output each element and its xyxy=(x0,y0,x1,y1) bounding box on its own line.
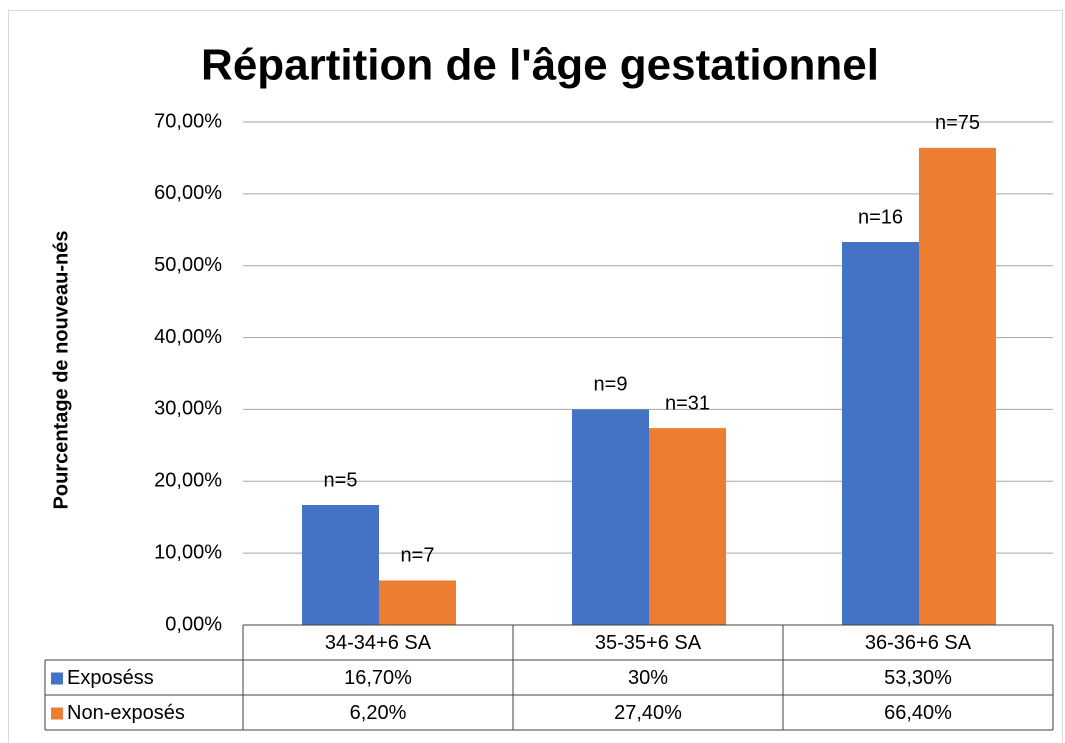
bar-annotation: n=7 xyxy=(401,545,435,567)
chart-title: Répartition de l'âge gestationnel xyxy=(201,41,879,90)
y-axis-label: Pourcentage de nouveau-nés xyxy=(50,231,72,510)
bar-annotation: n=16 xyxy=(858,206,903,228)
y-tick-label: 10,00% xyxy=(154,541,222,563)
legend-label: Exposéss xyxy=(67,667,154,689)
table-value: 6,20% xyxy=(350,702,407,724)
y-tick-label: 70,00% xyxy=(154,110,222,132)
bar xyxy=(649,428,726,625)
y-tick-label: 0,00% xyxy=(165,613,222,635)
x-tick-label: 36-36+6 SA xyxy=(865,632,972,654)
y-tick-label: 50,00% xyxy=(154,254,222,276)
bar-annotation: n=31 xyxy=(665,392,710,414)
bar xyxy=(572,409,649,625)
bar xyxy=(379,580,456,625)
bar xyxy=(842,242,919,625)
table-value: 30% xyxy=(628,667,668,689)
legend-key xyxy=(51,707,63,720)
y-tick-label: 40,00% xyxy=(154,326,222,348)
y-tick-label: 60,00% xyxy=(154,182,222,204)
bar-annotation: n=9 xyxy=(594,374,628,396)
legend-key xyxy=(51,672,63,685)
table-value: 27,40% xyxy=(614,702,682,724)
x-tick-label: 35-35+6 SA xyxy=(595,632,702,654)
y-tick-label: 30,00% xyxy=(154,398,222,420)
table-value: 16,70% xyxy=(344,667,412,689)
bar-annotation: n=75 xyxy=(935,112,980,134)
bar xyxy=(302,504,379,625)
y-tick-label: 20,00% xyxy=(154,470,222,492)
table-value: 66,40% xyxy=(884,702,952,724)
bar-annotation: n=5 xyxy=(324,469,358,491)
table-value: 53,30% xyxy=(884,667,952,689)
legend-label: Non-exposés xyxy=(67,702,185,724)
bar xyxy=(919,147,996,625)
x-tick-label: 34-34+6 SA xyxy=(325,632,432,654)
